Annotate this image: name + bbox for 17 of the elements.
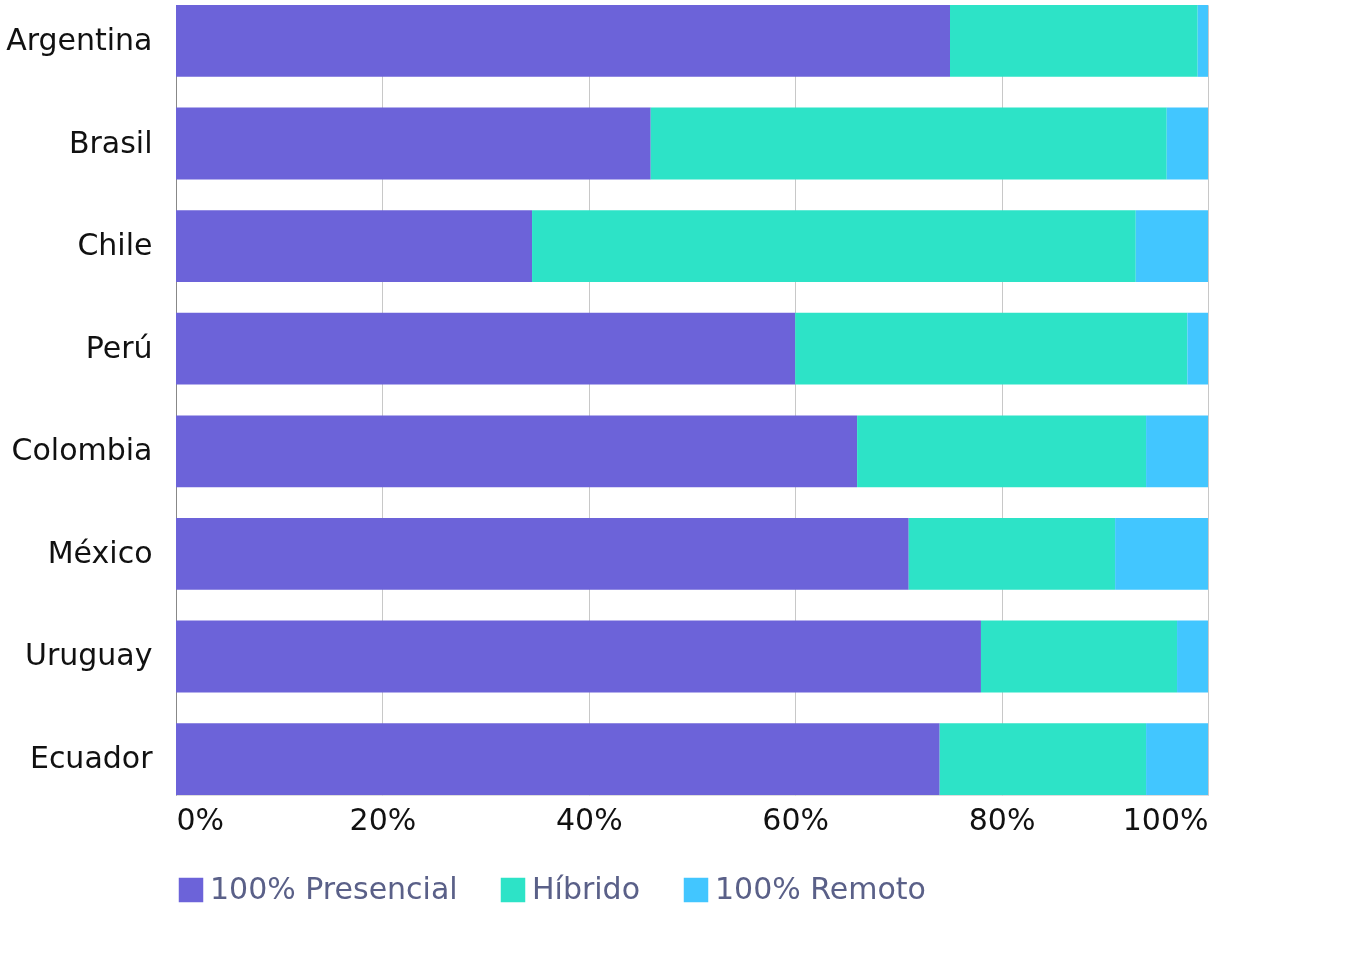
- x-tick-label: 60%: [762, 801, 830, 837]
- y-tick-label: Argentina: [6, 21, 153, 57]
- x-tick-label: 40%: [555, 801, 623, 837]
- legend-label: Híbrido: [532, 871, 641, 906]
- y-tick-label: Perú: [85, 329, 153, 365]
- legend-label: 100% Remoto: [715, 871, 926, 906]
- y-tick-label: Uruguay: [25, 637, 153, 673]
- legend-label: 100% Presencial: [210, 871, 458, 906]
- x-tick-label: 0%: [176, 801, 225, 837]
- y-tick-label: Ecuador: [29, 740, 154, 776]
- y-tick-label: Brasil: [68, 124, 153, 160]
- x-tick-label: 80%: [968, 801, 1036, 837]
- x-tick-label: 100%: [1122, 801, 1209, 837]
- x-tick-label: 20%: [349, 801, 417, 837]
- y-tick-label: México: [47, 534, 153, 570]
- y-tick-label: Chile: [77, 227, 153, 263]
- y-tick-label: Colombia: [11, 432, 153, 468]
